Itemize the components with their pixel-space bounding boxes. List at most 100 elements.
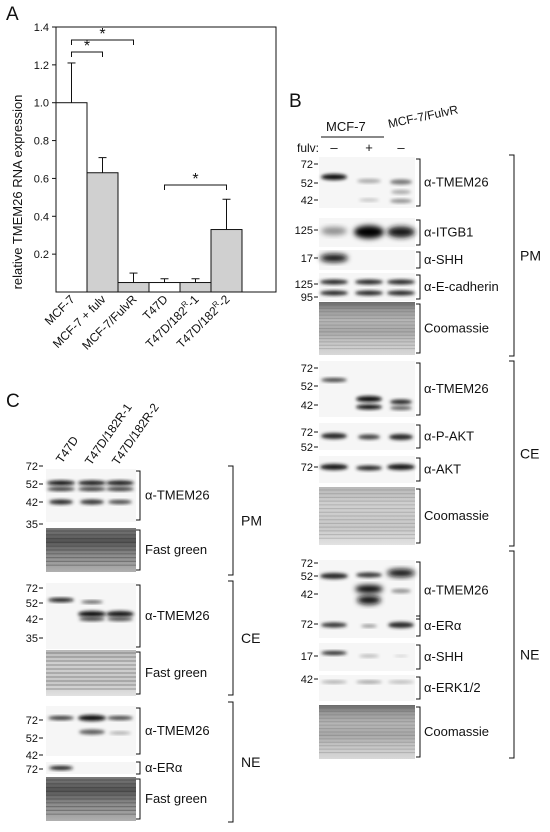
panel-label-c: C xyxy=(6,391,20,412)
lane-label-t47d: T47D xyxy=(53,433,81,465)
label-bracket xyxy=(416,457,421,482)
band xyxy=(394,655,408,657)
antibody-label: α-AKT xyxy=(424,462,461,477)
label-bracket xyxy=(416,706,421,758)
mw-marker: 52 xyxy=(301,381,313,393)
band xyxy=(321,622,347,628)
y-tick-label: 1.0 xyxy=(34,98,49,110)
band xyxy=(106,480,134,486)
fraction-bracket xyxy=(509,154,515,357)
significance-star: * xyxy=(84,38,90,55)
bar xyxy=(117,282,150,293)
fraction-bracket xyxy=(509,550,515,759)
y-tick-label: 1.4 xyxy=(34,22,49,34)
fraction-bracket xyxy=(509,360,515,547)
blot: 42 α-ERK1/2 xyxy=(301,674,481,701)
band xyxy=(48,598,74,602)
blot: 17 α-SHH xyxy=(301,643,463,671)
y-tick-label: 0.2 xyxy=(34,249,49,261)
mw-marker: 42 xyxy=(26,614,38,626)
mw-marker: 17 xyxy=(301,253,313,265)
blot: 72 52 42 35 α-TMEM26 xyxy=(26,583,210,649)
band xyxy=(321,651,347,655)
y-axis: 0.2 0.4 0.6 0.8 1.0 1.2 1.4 xyxy=(34,22,56,261)
mw-marker: 52 xyxy=(26,598,38,610)
band xyxy=(356,404,382,410)
band xyxy=(107,716,133,720)
label-bracket xyxy=(136,470,141,521)
band xyxy=(359,654,379,658)
band xyxy=(388,622,414,628)
fraction-label: NE xyxy=(520,647,539,663)
antibody-label: α-TMEM26 xyxy=(145,723,210,738)
band xyxy=(320,254,348,262)
antibody-label: Coomassie xyxy=(424,321,489,336)
y-tick-label: 0.4 xyxy=(34,211,49,223)
label-bracket xyxy=(416,362,421,416)
y-tick-label: 0.6 xyxy=(34,173,49,185)
band xyxy=(357,595,381,605)
antibody-label: α-TMEM26 xyxy=(145,488,210,503)
band xyxy=(106,611,134,617)
panel-label-b: B xyxy=(289,91,302,112)
mw-marker: 72 xyxy=(301,619,313,631)
blot: 72 52 42 α-TMEM26 xyxy=(301,361,489,417)
antibody-label: α-E-cadherin xyxy=(424,279,499,294)
band xyxy=(391,190,411,194)
band xyxy=(320,279,348,285)
band xyxy=(49,766,73,770)
label-bracket xyxy=(416,303,421,354)
mw-marker: 35 xyxy=(26,633,38,645)
mw-marker: 72 xyxy=(301,363,313,375)
band xyxy=(357,179,381,183)
mw-marker: 72 xyxy=(301,427,313,439)
band xyxy=(47,480,75,486)
band xyxy=(355,279,383,285)
band xyxy=(81,600,103,604)
band xyxy=(387,464,415,470)
band xyxy=(355,585,383,593)
band xyxy=(107,617,133,621)
band xyxy=(321,227,347,235)
antibody-label: Coomassie xyxy=(424,724,489,739)
antibody-label: Fast green xyxy=(145,791,207,806)
blot: 72 α-AKT xyxy=(301,456,461,483)
band xyxy=(359,198,379,202)
band xyxy=(321,433,347,439)
mw-marker: 17 xyxy=(301,651,313,663)
y-tick-label: 1.2 xyxy=(34,60,49,72)
band xyxy=(80,499,104,505)
band xyxy=(108,500,132,504)
blot: 72 α-ERα xyxy=(301,614,462,638)
mw-marker: 42 xyxy=(301,400,313,412)
label-bracket xyxy=(416,424,421,449)
label-bracket xyxy=(136,584,141,648)
band xyxy=(361,624,377,628)
antibody-label: Fast green xyxy=(145,542,207,557)
blot-background xyxy=(319,273,415,301)
label-bracket xyxy=(136,651,141,695)
fraction-label: CE xyxy=(241,630,260,646)
fraction-bracket xyxy=(228,465,234,576)
band xyxy=(387,279,415,285)
label-bracket xyxy=(136,529,141,571)
mw-marker: 72 xyxy=(26,461,38,473)
mw-marker: 42 xyxy=(26,750,38,762)
significance-bracket xyxy=(164,184,227,190)
label-bracket xyxy=(416,615,421,637)
band xyxy=(387,290,415,296)
band xyxy=(109,731,131,735)
stained-membrane xyxy=(46,777,136,821)
label-bracket xyxy=(416,158,421,207)
fraction-bracket xyxy=(228,701,234,823)
antibody-label: α-TMEM26 xyxy=(424,583,489,598)
mw-marker: 35 xyxy=(26,519,38,531)
band xyxy=(387,569,415,577)
band xyxy=(49,499,73,505)
blot: 72 α-ERα xyxy=(26,760,183,776)
fraction-label: CE xyxy=(520,446,539,462)
blot-background xyxy=(46,469,136,522)
band xyxy=(78,487,106,491)
label-bracket xyxy=(136,761,141,775)
